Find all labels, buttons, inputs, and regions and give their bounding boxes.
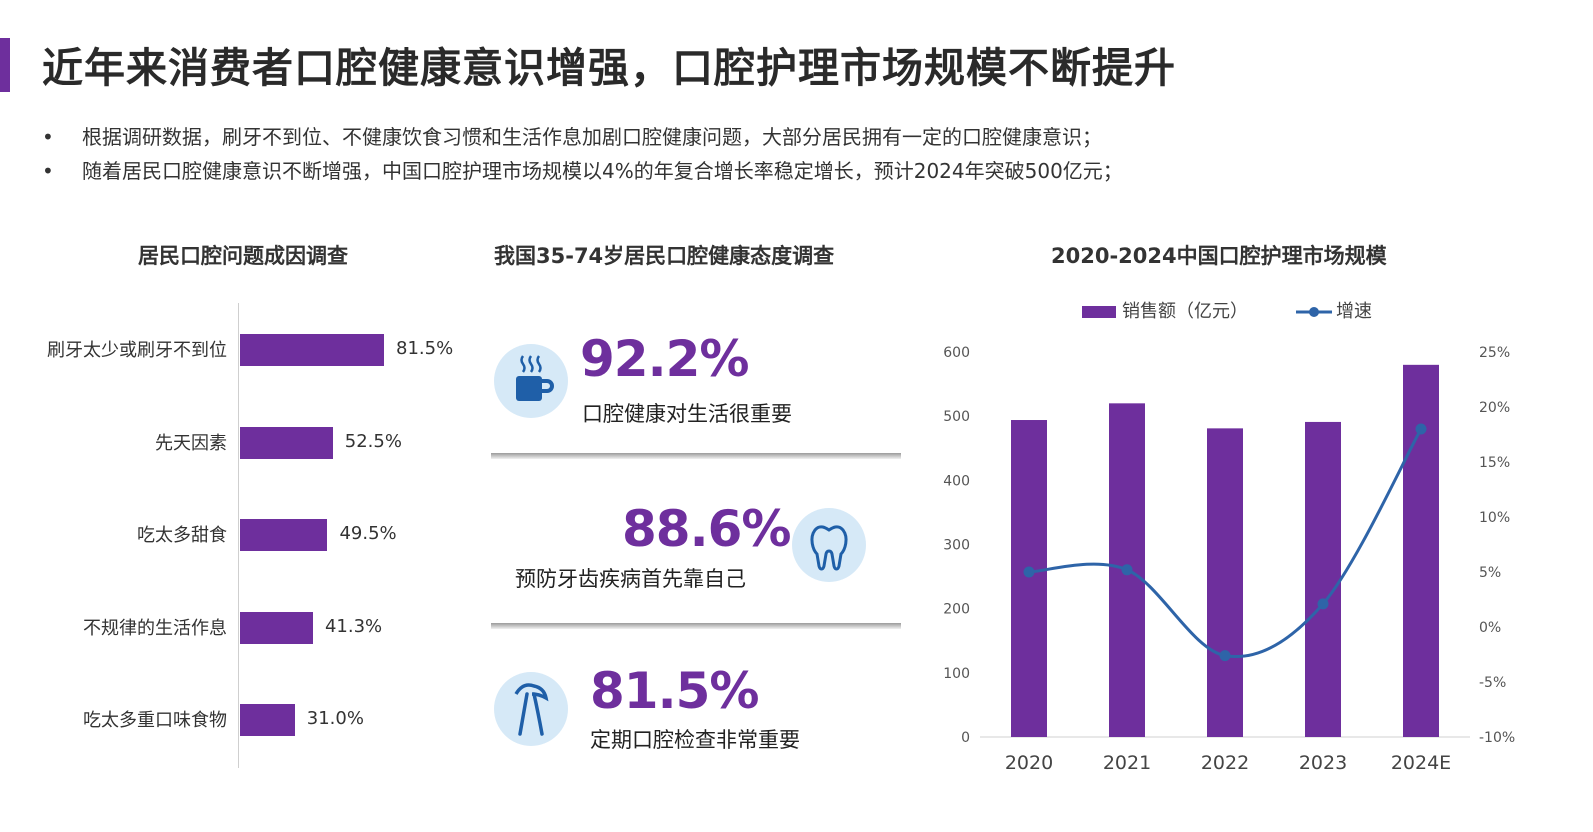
title-accent-bar (0, 38, 10, 92)
right-axis-tick: -5% (1479, 675, 1506, 691)
bar (1305, 421, 1341, 737)
right-axis-tick: 0% (1479, 620, 1501, 636)
x-tick-label: 2022 (1201, 752, 1249, 774)
causes-chart-title: 居民口腔问题成因调查 (138, 244, 348, 268)
left-axis-tick: 200 (943, 602, 970, 618)
left-axis-tick: 600 (943, 345, 970, 361)
cup-icon (494, 344, 568, 418)
growth-line (1028, 428, 1423, 658)
bar (1011, 420, 1047, 737)
right-axis-tick: 10% (1479, 510, 1510, 526)
tooth-icon (792, 508, 866, 582)
causes-chart-axis (238, 303, 239, 768)
legend-label: 销售额（亿元） (1122, 301, 1248, 322)
right-axis-tick: 15% (1479, 455, 1510, 471)
bullet-item: • 随着居民口腔健康意识不断增强，中国口腔护理市场规模以4%的年复合增长率稳定增长… (42, 154, 1123, 188)
stat-label: 预防牙齿疾病首先靠自己 (515, 567, 746, 591)
x-tick-label: 2020 (1005, 752, 1053, 774)
legend-label: 增速 (1336, 301, 1372, 322)
growth-point (1023, 566, 1035, 578)
data-label: 49.5% (339, 523, 397, 544)
stat-value: 81.5% (590, 662, 759, 720)
data-label: 31.0% (306, 708, 364, 729)
page-title: 近年来消费者口腔健康意识增强，口腔护理市场规模不断提升 (42, 44, 1176, 92)
bar (240, 704, 295, 736)
market-chart: 0 100 200 300 400 500 600 -10% -5% 0% 5% 10% 15% 20% 2… (943, 345, 1515, 774)
data-label: 41.3% (324, 615, 383, 637)
x-tick-label: 2023 (1299, 752, 1347, 774)
x-tick-label: 2021 (1103, 752, 1151, 774)
bar (1207, 428, 1243, 737)
divider (491, 453, 901, 459)
right-axis-tick: -10% (1479, 730, 1515, 746)
legend-swatch-bar (1082, 306, 1116, 318)
bullet-text: 根据调研数据，刷牙不到位、不健康饮食习惯和生活作息加剧口腔健康问题，大部分居民拥… (82, 125, 1102, 149)
bar (240, 611, 313, 644)
right-axis-tick: 25% (1479, 345, 1510, 361)
bar (240, 334, 384, 366)
legend-item-sales: 销售额（亿元） (1082, 297, 1248, 323)
category-label: 吃太多甜食 (137, 525, 227, 546)
category-label: 先天因素 (155, 432, 227, 454)
stat-value: 92.2% (580, 330, 749, 388)
x-tick-label: 2024E (1391, 752, 1451, 774)
bullet-dot: • (42, 125, 54, 149)
summary-bullets: • 根据调研数据，刷牙不到位、不健康饮食习惯和生活作息加剧口腔健康问题，大部分居民… (42, 120, 1123, 188)
growth-point (1121, 564, 1133, 576)
data-label: 52.5% (344, 430, 402, 452)
divider (491, 623, 901, 629)
growth-point (1415, 423, 1427, 435)
bar (240, 426, 333, 459)
category-label: 刷牙太少或刷牙不到位 (47, 340, 227, 361)
right-axis-tick: 5% (1479, 565, 1501, 581)
left-axis-tick: 400 (943, 473, 970, 489)
market-chart-title: 2020-2024中国口腔护理市场规模 (1051, 244, 1387, 268)
left-axis-tick: 500 (943, 409, 970, 425)
bullet-text: 随着居民口腔健康意识不断增强，中国口腔护理市场规模以4%的年复合增长率稳定增长，… (82, 159, 1123, 183)
legend-item-growth: 增速 (1296, 297, 1372, 323)
attitude-survey-title: 我国35-74岁居民口腔健康态度调查 (494, 244, 835, 268)
stat-value: 88.6% (622, 500, 791, 558)
bullet-item: • 根据调研数据，刷牙不到位、不健康饮食习惯和生活作息加剧口腔健康问题，大部分居民… (42, 120, 1123, 154)
stat-label: 口腔健康对生活很重要 (582, 402, 792, 426)
dental-forceps-icon (494, 672, 568, 746)
growth-point (1219, 650, 1231, 662)
stat-label: 定期口腔检查非常重要 (590, 728, 800, 752)
right-axis-tick: 20% (1479, 400, 1510, 416)
left-axis-tick: 300 (943, 538, 970, 554)
category-label: 吃太多重口味食物 (83, 710, 227, 731)
bar (240, 519, 328, 551)
legend-swatch-line (1296, 307, 1332, 317)
bullet-dot: • (42, 159, 54, 183)
left-axis-tick: 0 (961, 730, 970, 746)
growth-point (1317, 598, 1329, 610)
data-label: 81.5% (396, 338, 454, 359)
bar (1403, 364, 1439, 737)
left-axis-tick: 100 (943, 666, 970, 682)
category-label: 不规律的生活作息 (83, 617, 227, 639)
